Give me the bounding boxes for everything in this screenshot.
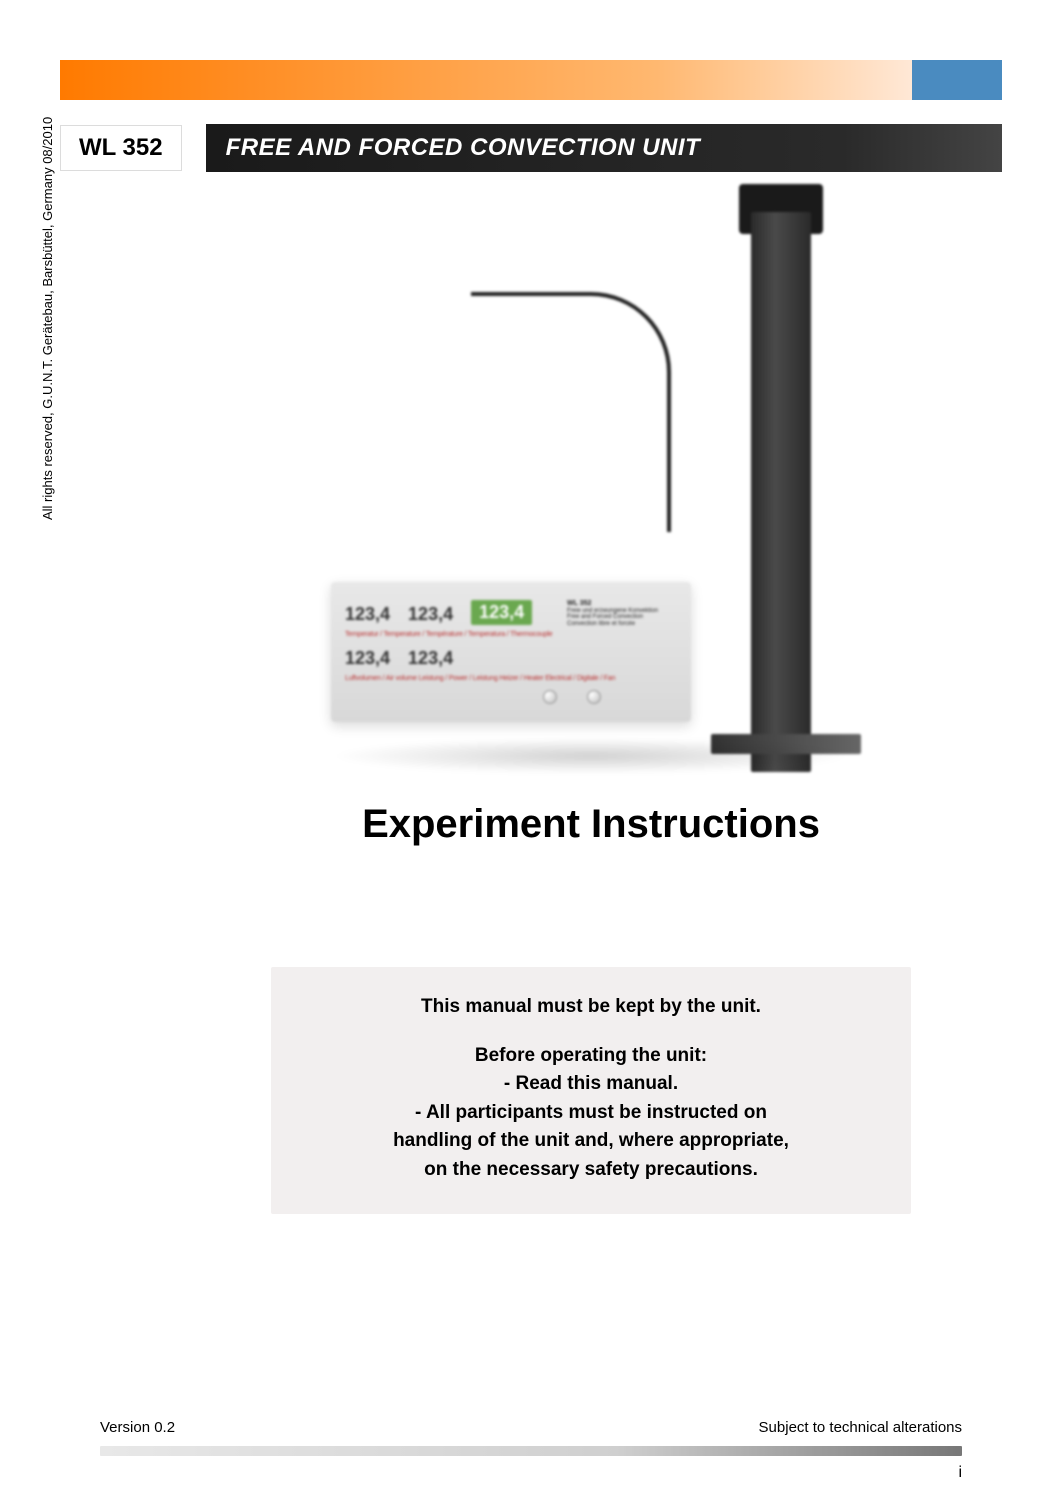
banner-orange-gradient [60, 60, 912, 100]
device-illustration: WL 352 Freie und erzwungene Konvektion F… [311, 202, 871, 762]
brand-logo [912, 60, 1002, 100]
notice-line: handling of the unit and, where appropri… [311, 1127, 871, 1156]
panel-row-2: 123,4 123,4 [345, 648, 677, 669]
notice-line: Before operating the unit: [311, 1042, 871, 1071]
panel-knobs [543, 690, 601, 704]
footer-row: Version 0.2 Subject to technical alterat… [100, 1419, 962, 1436]
alterations-text: Subject to technical alterations [759, 1419, 962, 1436]
control-knob [543, 690, 557, 704]
panel-model: WL 352 [567, 600, 677, 608]
header-banner [60, 60, 1002, 100]
notice-block: Before operating the unit: - Read this m… [311, 1042, 871, 1185]
copyright-vertical: All rights reserved, G.U.N.T. Gerätebau,… [40, 117, 55, 520]
panel-desc-line: Freie und erzwungene Konvektion [567, 608, 677, 615]
reading-display-highlight: 123,4 [471, 600, 532, 625]
control-knob [587, 690, 601, 704]
safety-notice-box: This manual must be kept by the unit. Be… [271, 967, 911, 1214]
notice-line: This manual must be kept by the unit. [311, 993, 871, 1022]
notice-line: on the necessary safety precautions. [311, 1156, 871, 1185]
page-number: i [958, 1464, 962, 1482]
device-cable [471, 292, 671, 532]
panel-desc-line: Free and Forced Convection [567, 614, 677, 621]
main-heading: Experiment Instructions [180, 802, 1002, 847]
control-panel: WL 352 Freie und erzwungene Konvektion F… [331, 582, 691, 722]
content-area: WL 352 Freie und erzwungene Konvektion F… [60, 202, 1002, 1214]
version-text: Version 0.2 [100, 1419, 175, 1436]
reading-display: 123,4 [408, 648, 453, 669]
title-row: WL 352 FREE AND FORCED CONVECTION UNIT [60, 124, 1002, 172]
document-title-bar: FREE AND FORCED CONVECTION UNIT [206, 124, 1002, 172]
page: WL 352 FREE AND FORCED CONVECTION UNIT A… [0, 0, 1062, 1506]
footer-gradient-bar [100, 1446, 962, 1456]
reading-display: 123,4 [408, 604, 453, 625]
device-shadow [331, 738, 851, 774]
notice-line: - All participants must be instructed on [311, 1099, 871, 1128]
panel-title-block: WL 352 Freie und erzwungene Konvektion F… [567, 600, 677, 627]
panel-label-row-2: Luftvolumen / Air volume Leistung / Powe… [345, 675, 677, 682]
reading-display: 123,4 [345, 648, 390, 669]
notice-line: - Read this manual. [311, 1070, 871, 1099]
panel-desc-line: Convection libre et forcée [567, 621, 677, 628]
reading-display: 123,4 [345, 604, 390, 625]
device-column [751, 212, 811, 772]
model-badge: WL 352 [60, 125, 182, 171]
panel-label-row-1: Temperatur / Temperature / Température /… [345, 631, 677, 638]
